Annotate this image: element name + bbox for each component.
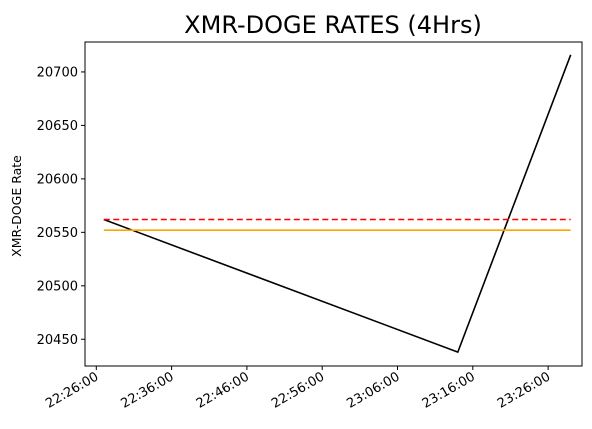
chart-title: XMR-DOGE RATES (4Hrs) [184, 11, 482, 39]
y-axis-label: XMR-DOGE Rate [9, 155, 24, 257]
plot-frame [84, 41, 583, 367]
y-tick-label: 20650 [37, 119, 78, 134]
series-line-0 [103, 54, 572, 354]
y-tick-label: 20500 [37, 279, 78, 294]
x-tick-label: 22:46:00 [194, 369, 252, 411]
y-tick-label: 20700 [37, 65, 78, 80]
x-tick-label: 22:26:00 [43, 369, 101, 411]
x-tick-label: 22:36:00 [119, 369, 177, 411]
y-axis: 20450 20500 20550 20600 20650 20700 [37, 65, 85, 348]
x-tick-label: 23:06:00 [344, 369, 402, 411]
x-axis: 22:26:00 22:36:00 22:46:00 22:56:00 23:06:00… [43, 366, 553, 412]
y-tick-label: 20600 [37, 172, 78, 187]
plot-area [103, 54, 572, 354]
x-tick-label: 23:16:00 [420, 369, 478, 411]
y-tick-label: 20550 [37, 226, 78, 241]
y-tick-label: 20450 [37, 333, 78, 348]
x-tick-label: 22:56:00 [269, 369, 327, 411]
x-tick-label: 23:26:00 [495, 369, 553, 411]
